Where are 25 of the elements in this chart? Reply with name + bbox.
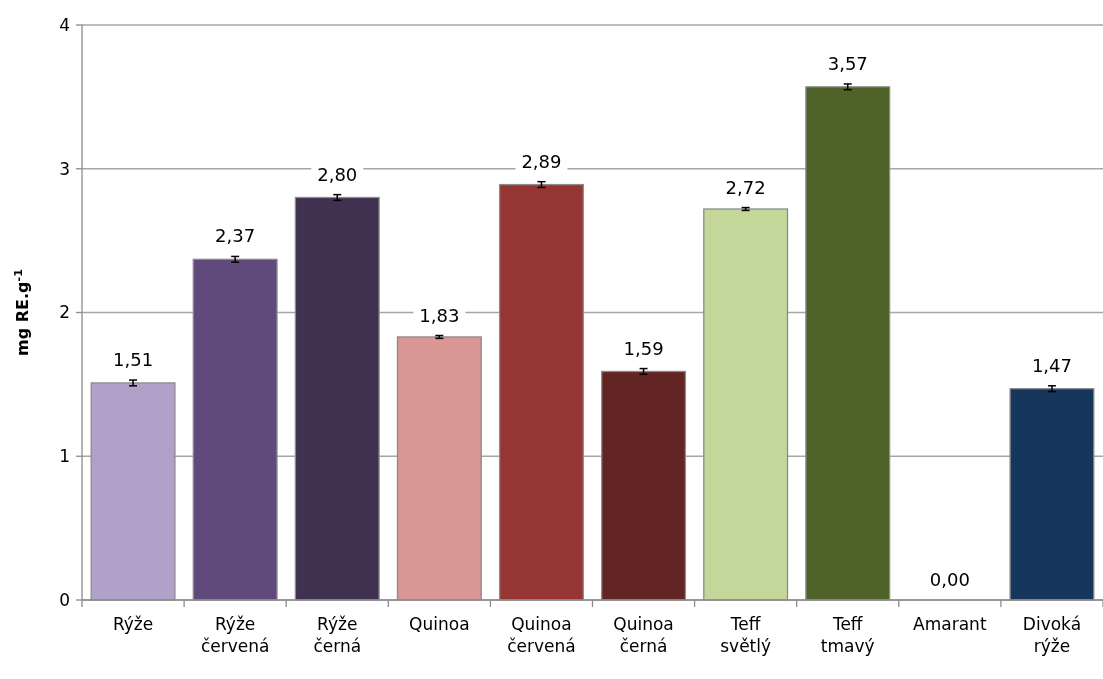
y-tick-label: 0	[59, 589, 70, 610]
x-tick-label: Quinoa	[409, 614, 470, 634]
data-label: 2,37	[215, 225, 256, 247]
data-label: 0,00	[929, 569, 970, 590]
data-label: 2,89	[521, 150, 562, 172]
x-tick-label: Divoká rýže	[1022, 614, 1082, 656]
x-tick-label: Teff světlý	[720, 614, 772, 656]
x-tick-label: Amarant	[913, 614, 987, 634]
x-tick-label: Rýže	[112, 614, 154, 634]
data-label: 2,80	[317, 163, 358, 185]
data-label: 1,83	[419, 304, 460, 326]
data-label: 1,59	[623, 337, 664, 359]
data-label: 1,47	[1031, 354, 1072, 376]
y-tick-label: 2	[59, 302, 70, 323]
x-tick-label: Quinoa černá	[613, 614, 674, 656]
data-label: 1,51	[113, 349, 154, 371]
x-tick-label: Quinoa červená	[507, 614, 576, 656]
x-tick-label: Teff tmavý	[820, 614, 875, 656]
data-label: 3,57	[827, 52, 868, 74]
x-tick-label: Rýže červená	[200, 614, 270, 656]
x-tick-label: Rýže černá	[313, 614, 362, 656]
y-tick-label: 1	[59, 446, 70, 467]
y-tick-label: 4	[59, 14, 70, 35]
data-label: 2,72	[725, 176, 766, 198]
y-tick-label: 3	[59, 158, 70, 179]
